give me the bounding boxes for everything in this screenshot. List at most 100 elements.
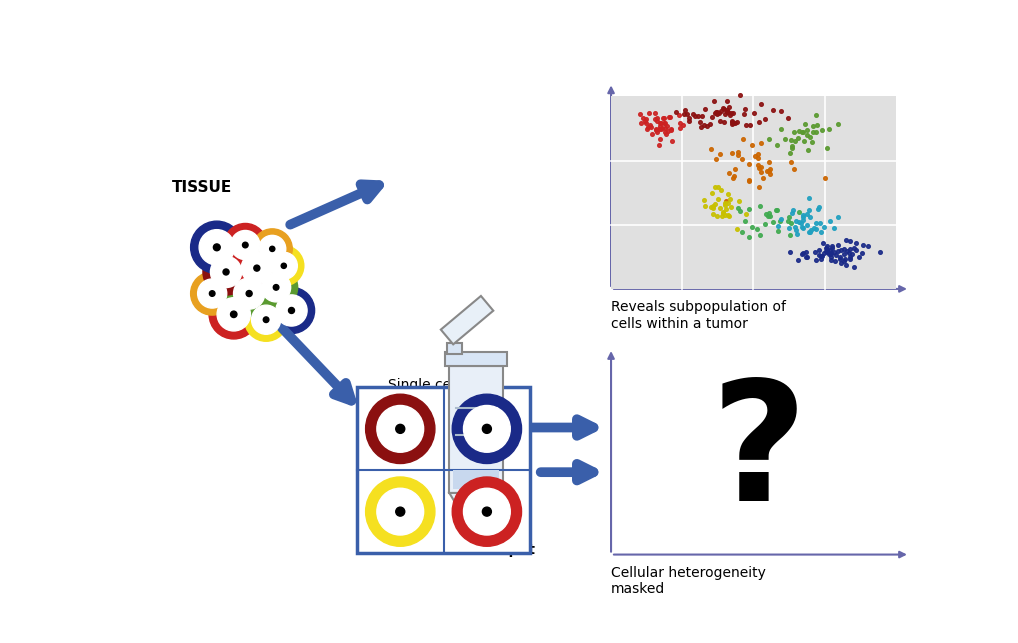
Point: [783, 157, 799, 167]
Point: [668, 107, 684, 118]
Point: [733, 227, 749, 237]
Point: [653, 118, 669, 128]
Point: [833, 246, 849, 256]
Point: [702, 144, 719, 154]
Circle shape: [264, 317, 269, 323]
Point: [689, 111, 705, 122]
Circle shape: [230, 311, 237, 318]
Point: [822, 216, 838, 226]
Point: [813, 227, 830, 237]
Point: [851, 251, 867, 262]
Circle shape: [231, 230, 260, 260]
Point: [715, 208, 731, 218]
Point: [771, 226, 787, 236]
Point: [801, 205, 817, 215]
Point: [819, 247, 836, 257]
Point: [655, 113, 671, 123]
Point: [796, 136, 812, 147]
Point: [679, 109, 695, 119]
Point: [846, 262, 862, 272]
Point: [713, 203, 729, 213]
Point: [733, 154, 749, 164]
Point: [812, 217, 829, 228]
Point: [791, 126, 807, 136]
Point: [729, 117, 745, 127]
Point: [696, 120, 713, 130]
Polygon shape: [449, 493, 503, 532]
Point: [750, 153, 767, 163]
Point: [846, 242, 862, 253]
Point: [808, 255, 825, 265]
Circle shape: [210, 291, 215, 296]
Point: [812, 250, 829, 260]
Point: [783, 219, 799, 229]
Point: [832, 254, 848, 264]
Point: [722, 102, 738, 112]
Point: [750, 160, 767, 170]
Point: [766, 217, 782, 227]
Point: [802, 212, 818, 222]
Circle shape: [254, 266, 297, 309]
Circle shape: [203, 249, 249, 295]
Point: [691, 117, 708, 127]
Circle shape: [365, 394, 435, 464]
Point: [632, 118, 648, 128]
Point: [842, 244, 858, 255]
Point: [702, 201, 719, 212]
Point: [807, 224, 824, 234]
Point: [710, 194, 726, 204]
Circle shape: [251, 305, 281, 334]
Point: [818, 143, 835, 154]
Point: [780, 216, 796, 226]
Point: [740, 175, 756, 185]
Point: [647, 108, 664, 118]
Point: [722, 211, 738, 221]
Point: [789, 229, 805, 239]
Point: [787, 222, 803, 233]
Point: [757, 219, 774, 229]
Point: [717, 109, 733, 119]
Point: [782, 247, 798, 257]
Point: [795, 210, 811, 220]
Point: [706, 182, 723, 192]
Point: [798, 130, 814, 140]
Point: [722, 110, 738, 120]
Point: [724, 148, 740, 158]
Point: [797, 119, 813, 129]
Point: [808, 219, 825, 229]
Point: [830, 246, 846, 257]
Point: [672, 118, 688, 128]
Point: [709, 109, 725, 119]
Point: [795, 127, 811, 138]
Point: [817, 246, 834, 256]
Point: [844, 249, 860, 259]
Circle shape: [217, 298, 250, 331]
Point: [759, 211, 776, 221]
Point: [647, 114, 664, 124]
Point: [657, 127, 673, 137]
Point: [842, 236, 858, 246]
Circle shape: [190, 221, 243, 273]
Point: [753, 167, 770, 177]
Point: [838, 259, 854, 269]
Point: [791, 217, 807, 227]
Point: [787, 136, 803, 146]
Point: [658, 129, 674, 139]
Point: [721, 189, 737, 199]
Text: TISSUE: TISSUE: [172, 179, 232, 195]
Point: [672, 123, 688, 133]
Point: [718, 196, 734, 206]
Point: [717, 198, 733, 208]
Point: [757, 209, 774, 219]
Point: [773, 124, 789, 134]
Circle shape: [452, 394, 521, 464]
Point: [708, 154, 724, 164]
Point: [638, 114, 655, 124]
Point: [817, 243, 834, 253]
Point: [825, 241, 841, 251]
Point: [809, 120, 826, 131]
Text: Cellular heterogeneity
masked: Cellular heterogeneity masked: [611, 566, 766, 596]
Circle shape: [190, 272, 234, 315]
Point: [696, 195, 713, 205]
Point: [808, 109, 825, 120]
